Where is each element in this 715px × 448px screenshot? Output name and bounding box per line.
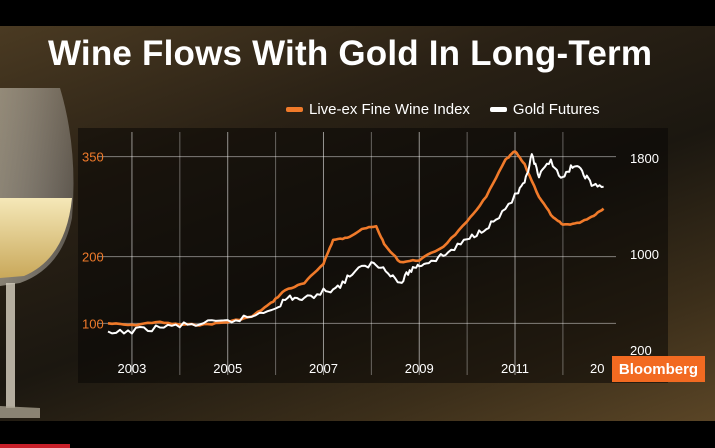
grid <box>98 132 616 375</box>
x-tick-label: 2003 <box>117 361 146 376</box>
legend-label-wine: Live-ex Fine Wine Index <box>309 101 470 118</box>
legend-swatch-wine <box>286 107 303 112</box>
y-left-tick-label: 200 <box>82 250 104 265</box>
letterbox-bottom <box>0 421 715 448</box>
legend-item-gold: Gold Futures <box>489 101 600 118</box>
x-tick-label: 2005 <box>213 361 242 376</box>
series-line-gold-futures <box>107 153 604 335</box>
series-line-wine-index <box>107 150 605 327</box>
x-tick-label: 20 <box>590 361 604 376</box>
series-layer <box>107 150 605 335</box>
bloomberg-logo: Bloomberg <box>612 356 705 382</box>
legend-swatch-gold <box>489 107 507 112</box>
legend: Live-ex Fine Wine Index Gold Futures <box>286 101 620 118</box>
tick-labels: 2003 2005 2007 2009 2011 20 350 200 100 1800 1000 2… <box>82 150 659 376</box>
x-tick-label: 2007 <box>309 361 338 376</box>
wine-glass-icon <box>0 88 74 418</box>
video-progress-bar[interactable] <box>0 444 70 448</box>
x-tick-label: 2011 <box>501 361 529 376</box>
y-left-tick-label: 100 <box>82 316 104 331</box>
y-right-tick-label: 1800 <box>630 151 659 166</box>
letterbox-top <box>0 0 715 26</box>
y-right-tick-label: 200 <box>630 343 652 358</box>
legend-item-wine: Live-ex Fine Wine Index <box>286 101 470 118</box>
x-tick-label: 2009 <box>405 361 434 376</box>
chart-title: Wine Flows With Gold In Long-Term <box>48 34 653 73</box>
legend-label-gold: Gold Futures <box>512 101 600 118</box>
y-right-tick-label: 1000 <box>630 247 659 262</box>
y-left-tick-label: 350 <box>82 150 104 165</box>
